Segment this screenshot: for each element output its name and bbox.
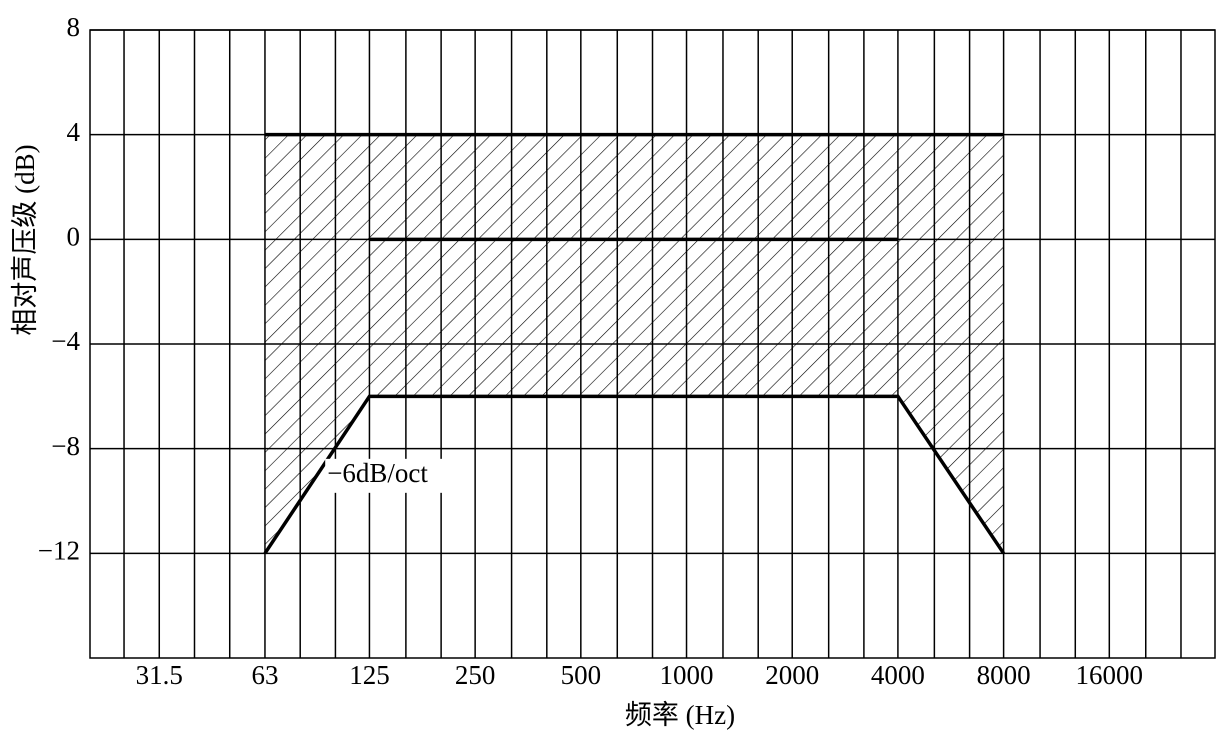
x-tick-label: 125 [349,660,390,690]
x-tick-label: 16000 [1076,660,1144,690]
x-tick-label: 1000 [660,660,714,690]
y-tick-label: 0 [67,222,81,252]
y-tick-label: −12 [38,536,80,566]
y-tick-label: 8 [67,12,81,42]
x-tick-label: 250 [455,660,496,690]
plot-frame [89,29,1216,659]
x-tick-label: 2000 [765,660,819,690]
x-tick-label: 31.5 [136,660,183,690]
y-tick-label: 4 [67,117,81,147]
x-tick-label: 63 [251,660,278,690]
x-tick-label: 500 [561,660,602,690]
series-line [263,394,1006,555]
x-axis-label: 频率 (Hz) [625,700,735,730]
x-tick-label: 8000 [977,660,1031,690]
y-axis-label: 相对声压级 (dB) [10,144,40,335]
x-tick-label: 4000 [871,660,925,690]
y-tick-label: −8 [51,431,80,461]
annotation-bg [325,458,448,493]
y-tick-label: −4 [51,326,80,356]
annotation: −6dB/oct [327,458,428,488]
